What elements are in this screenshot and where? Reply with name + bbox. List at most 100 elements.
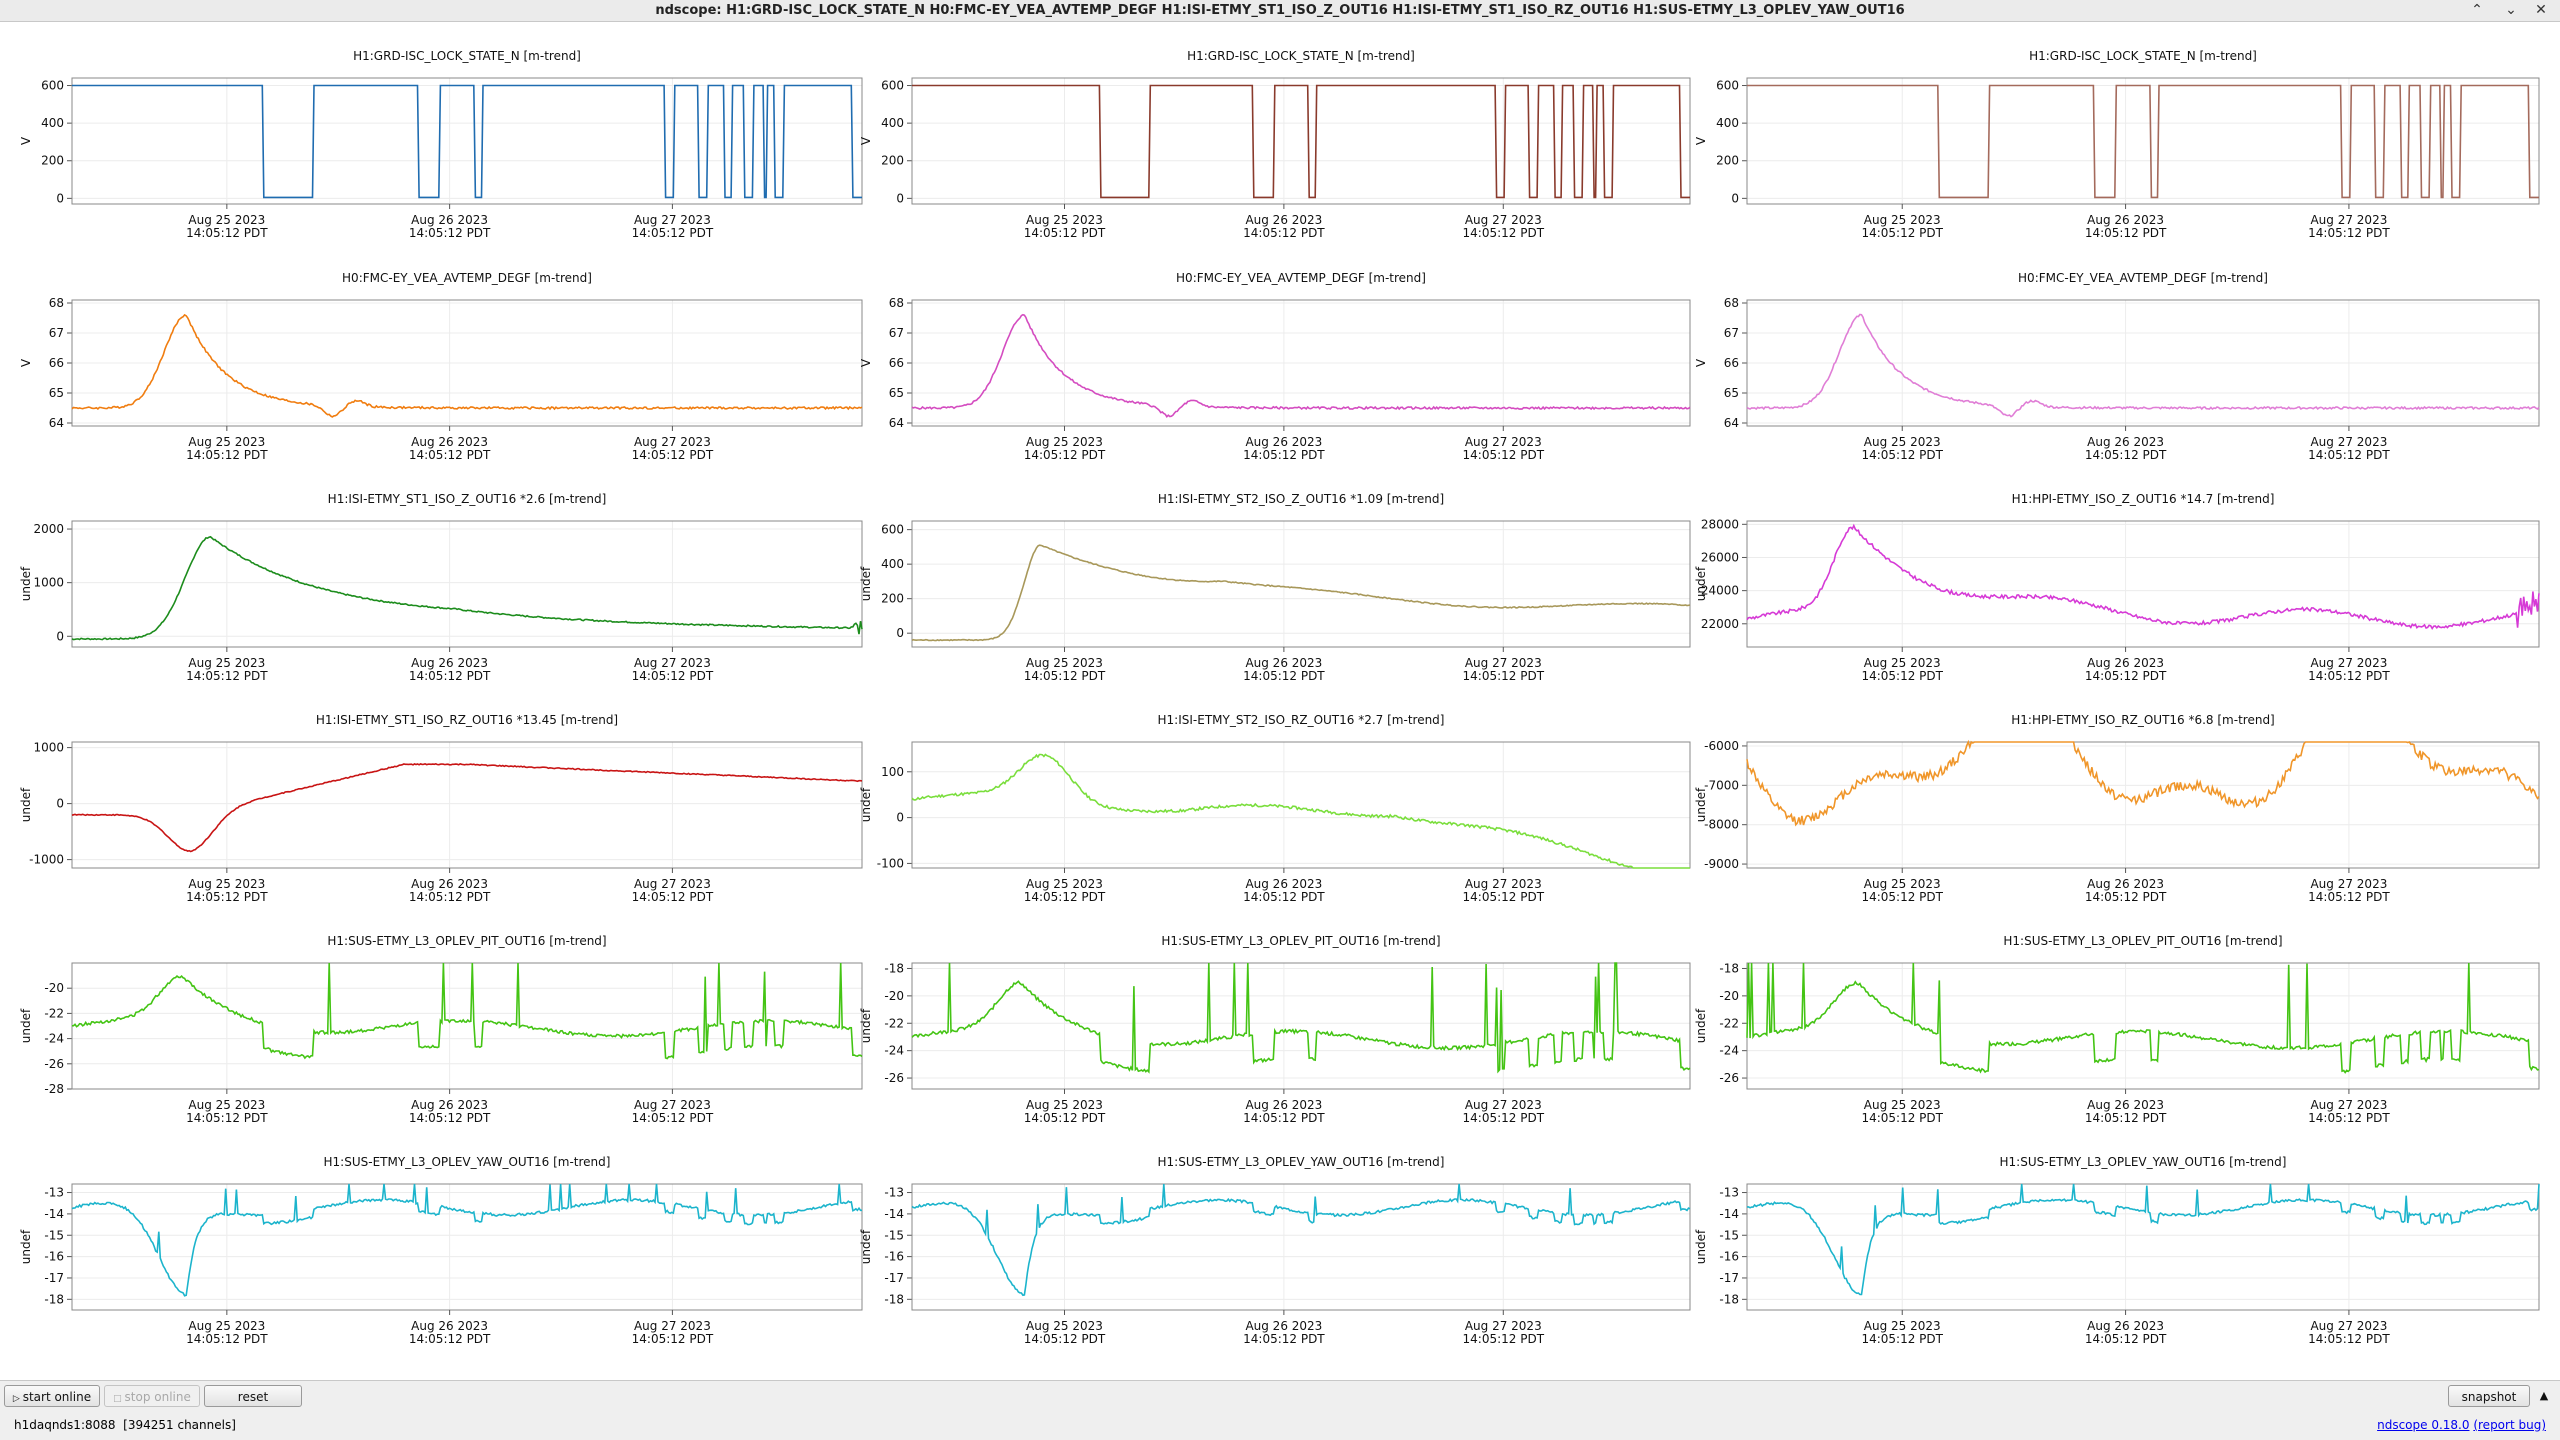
trend-plot[interactable]: H1:SUS-ETMY_L3_OPLEV_PIT_OUT16 [m-trend]…: [1694, 934, 2540, 1125]
x-tick-time: 14:05:12 PDT: [1243, 1332, 1325, 1346]
trend-line: [911, 753, 1690, 869]
y-axis-label: V: [859, 136, 873, 145]
trend-line: [71, 962, 863, 1060]
y-axis-label: undef: [19, 566, 33, 601]
y-tick-label: 200: [881, 154, 904, 168]
trend-plot[interactable]: H1:ISI-ETMY_ST2_ISO_RZ_OUT16 *2.7 [m-tre…: [859, 713, 1691, 904]
report-bug-link[interactable]: (report bug): [2473, 1418, 2546, 1432]
x-tick-date: Aug 27 2023: [634, 213, 711, 227]
plot-title: H1:GRD-ISC_LOCK_STATE_N [m-trend]: [2029, 49, 2257, 63]
minimize-button[interactable]: ⌃: [2471, 2, 2483, 18]
trend-plot[interactable]: H1:SUS-ETMY_L3_OPLEV_PIT_OUT16 [m-trend]…: [859, 934, 1691, 1125]
version-link[interactable]: ndscope 0.18.0: [2377, 1418, 2470, 1432]
x-tick-date: Aug 27 2023: [2310, 656, 2387, 670]
x-tick-time: 14:05:12 PDT: [2308, 890, 2390, 904]
x-tick-time: 14:05:12 PDT: [1861, 226, 1943, 240]
trend-plot[interactable]: H1:SUS-ETMY_L3_OPLEV_YAW_OUT16 [m-trend]…: [19, 1155, 863, 1346]
x-tick-time: 14:05:12 PDT: [2085, 1111, 2167, 1125]
trend-line: [71, 1183, 862, 1297]
x-tick-date: Aug 25 2023: [1864, 1319, 1941, 1333]
x-tick-date: Aug 26 2023: [411, 1098, 488, 1112]
x-tick-time: 14:05:12 PDT: [1024, 669, 1106, 683]
y-tick-label: 600: [881, 79, 904, 93]
y-tick-label: -20: [44, 981, 64, 995]
trend-plot[interactable]: H1:SUS-ETMY_L3_OPLEV_PIT_OUT16 [m-trend]…: [19, 934, 863, 1125]
bottom-toolbar: ▷ start online □ stop online reset snaps…: [0, 1380, 2560, 1411]
trend-line: [71, 535, 863, 641]
trend-line: [911, 544, 1691, 642]
plot-title: H0:FMC-EY_VEA_AVTEMP_DEGF [m-trend]: [1176, 271, 1426, 285]
trend-plot[interactable]: H1:GRD-ISC_LOCK_STATE_N [m-trend] V 0 200 40…: [859, 49, 1691, 240]
y-tick-label: -20: [1719, 989, 1739, 1003]
y-tick-label: 100: [881, 765, 904, 779]
y-axis-label: undef: [1694, 1229, 1708, 1264]
x-tick-time: 14:05:12 PDT: [2085, 669, 2167, 683]
trend-plot[interactable]: H0:FMC-EY_VEA_AVTEMP_DEGF [m-trend] V 64 65…: [19, 271, 863, 462]
y-axis-label: undef: [1694, 787, 1708, 822]
reset-button[interactable]: reset: [204, 1385, 302, 1407]
close-button[interactable]: ✕: [2535, 2, 2547, 18]
x-tick-time: 14:05:12 PDT: [409, 1111, 491, 1125]
x-tick-date: Aug 27 2023: [634, 1319, 711, 1333]
x-tick-date: Aug 27 2023: [1465, 435, 1542, 449]
x-tick-time: 14:05:12 PDT: [632, 669, 714, 683]
x-tick-date: Aug 26 2023: [411, 877, 488, 891]
plot-title: H1:HPI-ETMY_ISO_Z_OUT16 *14.7 [m-trend]: [2012, 492, 2275, 506]
y-tick-label: 64: [1724, 416, 1739, 430]
y-tick-label: 1000: [33, 741, 64, 755]
plot-frame: [911, 299, 1691, 427]
x-tick-time: 14:05:12 PDT: [632, 226, 714, 240]
trend-plot[interactable]: H1:HPI-ETMY_ISO_Z_OUT16 *14.7 [m-trend] u…: [1694, 492, 2540, 683]
x-tick-date: Aug 25 2023: [1864, 656, 1941, 670]
y-tick-label: 400: [1716, 116, 1739, 130]
y-tick-label: -17: [44, 1271, 64, 1285]
y-tick-label: 65: [889, 386, 904, 400]
y-tick-label: -18: [884, 1292, 904, 1306]
plot-grid[interactable]: H1:GRD-ISC_LOCK_STATE_N [m-trend] V 0 200 40…: [0, 22, 2560, 1380]
x-tick-time: 14:05:12 PDT: [186, 1111, 268, 1125]
y-tick-label: 66: [1724, 356, 1739, 370]
y-tick-label: -14: [884, 1207, 904, 1221]
x-tick-time: 14:05:12 PDT: [1024, 226, 1106, 240]
snapshot-button[interactable]: snapshot: [2448, 1385, 2530, 1407]
y-tick-label: -20: [884, 989, 904, 1003]
y-tick-label: 0: [56, 797, 64, 811]
y-axis-label: V: [19, 136, 33, 145]
y-tick-label: 67: [49, 326, 64, 340]
plot-title: H1:GRD-ISC_LOCK_STATE_N [m-trend]: [1187, 49, 1415, 63]
trend-plot[interactable]: H1:ISI-ETMY_ST2_ISO_Z_OUT16 *1.09 [m-tre…: [859, 492, 1691, 683]
trend-plot[interactable]: H0:FMC-EY_VEA_AVTEMP_DEGF [m-trend] V 64 65…: [1694, 271, 2540, 462]
y-tick-label: -15: [884, 1228, 904, 1242]
plot-frame: [71, 962, 863, 1090]
stop-online-button[interactable]: □ stop online: [104, 1385, 200, 1407]
trend-plot[interactable]: H1:GRD-ISC_LOCK_STATE_N [m-trend] V 0 200 40…: [19, 49, 863, 240]
y-tick-label: 2000: [33, 522, 64, 536]
y-axis-label: V: [1694, 136, 1708, 145]
x-tick-date: Aug 25 2023: [188, 877, 265, 891]
maximize-button[interactable]: ⌄: [2505, 2, 2517, 18]
plot-title: H1:ISI-ETMY_ST1_ISO_Z_OUT16 *2.6 [m-tren…: [328, 492, 607, 506]
trend-plot[interactable]: H0:FMC-EY_VEA_AVTEMP_DEGF [m-trend] V 64 65…: [859, 271, 1691, 462]
trend-plot[interactable]: H1:GRD-ISC_LOCK_STATE_N [m-trend] V 0 200 40…: [1694, 49, 2540, 240]
x-tick-time: 14:05:12 PDT: [632, 1111, 714, 1125]
x-tick-time: 14:05:12 PDT: [1463, 890, 1545, 904]
plot-frame: [911, 77, 1691, 205]
trend-plot[interactable]: H1:ISI-ETMY_ST1_ISO_Z_OUT16 *2.6 [m-tren…: [19, 492, 863, 683]
x-tick-date: Aug 25 2023: [1864, 877, 1941, 891]
y-tick-label: 68: [1724, 296, 1739, 310]
y-tick-label: 66: [889, 356, 904, 370]
y-tick-label: 64: [49, 416, 64, 430]
x-tick-time: 14:05:12 PDT: [409, 1332, 491, 1346]
trend-plot[interactable]: H1:HPI-ETMY_ISO_RZ_OUT16 *6.8 [m-trend] u…: [1694, 713, 2540, 904]
x-tick-time: 14:05:12 PDT: [2308, 1332, 2390, 1346]
start-online-button[interactable]: ▷ start online: [4, 1385, 100, 1407]
start-online-label: start online: [22, 1390, 92, 1404]
trend-plot[interactable]: H1:SUS-ETMY_L3_OPLEV_YAW_OUT16 [m-trend]…: [859, 1155, 1691, 1346]
plot-title: H1:SUS-ETMY_L3_OPLEV_YAW_OUT16 [m-trend]: [2000, 1155, 2287, 1169]
collapse-arrow-icon[interactable]: ▲: [2539, 1389, 2549, 1402]
plots-canvas[interactable]: H1:GRD-ISC_LOCK_STATE_N [m-trend] V 0 200 40…: [0, 22, 2560, 1380]
trend-plot[interactable]: H1:ISI-ETMY_ST1_ISO_RZ_OUT16 *13.45 [m-t…: [19, 713, 863, 904]
plot-frame: [911, 520, 1691, 648]
trend-plot[interactable]: H1:SUS-ETMY_L3_OPLEV_YAW_OUT16 [m-trend]…: [1694, 1155, 2540, 1346]
x-tick-time: 14:05:12 PDT: [409, 890, 491, 904]
